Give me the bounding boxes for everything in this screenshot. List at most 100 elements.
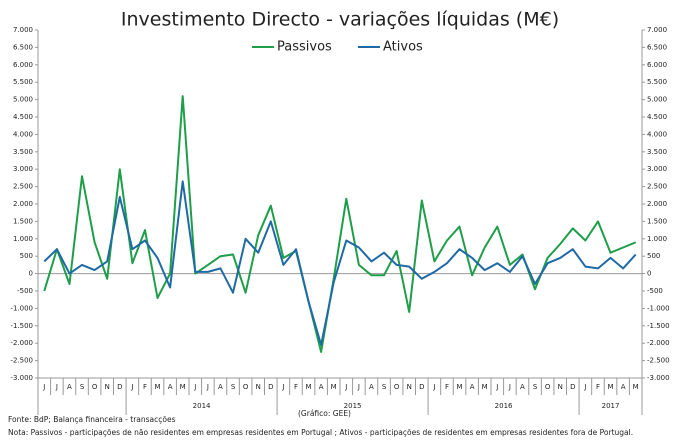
x-tick-label: O <box>243 383 249 391</box>
x-tick-label: S <box>231 383 236 391</box>
x-tick-label: S <box>382 383 387 391</box>
y2-tick-label: 0 <box>647 270 651 278</box>
x-tick-label: F <box>294 383 298 391</box>
x-tick-label: F <box>143 383 147 391</box>
y2-tick-label: 3.500 <box>647 148 667 156</box>
x-tick-label: A <box>67 383 72 391</box>
year-label: 2014 <box>193 402 211 410</box>
x-tick-label: A <box>520 383 525 391</box>
x-tick-label: D <box>570 383 575 391</box>
y-tick-label: -500 <box>17 287 33 295</box>
y2-tick-label: -1.500 <box>647 322 670 330</box>
x-tick-label: J <box>508 383 511 391</box>
x-tick-label: J <box>55 383 58 391</box>
x-tick-label: D <box>117 383 122 391</box>
y2-tick-label: 6.500 <box>647 43 667 51</box>
x-tick-label: D <box>268 383 273 391</box>
year-label: 2017 <box>602 402 620 410</box>
y2-tick-label: 4.000 <box>647 130 667 138</box>
x-tick-label: S <box>80 383 85 391</box>
year-label: 2015 <box>344 402 362 410</box>
y2-tick-label: -2.000 <box>647 339 670 347</box>
x-tick-label: D <box>419 383 424 391</box>
x-tick-label: N <box>558 383 563 391</box>
x-tick-label: M <box>633 383 639 391</box>
y2-tick-label: 500 <box>647 252 660 260</box>
x-tick-label: F <box>445 383 449 391</box>
year-label: 2016 <box>495 402 513 410</box>
y-tick-label: 5.500 <box>13 78 33 86</box>
legend-label: Passivos <box>277 40 332 55</box>
x-tick-label: J <box>432 383 435 391</box>
y2-tick-label: -1.000 <box>647 304 670 312</box>
x-tick-label: M <box>306 383 312 391</box>
x-tick-label: J <box>42 383 45 391</box>
y-tick-label: -2.000 <box>10 339 33 347</box>
x-tick-label: A <box>218 383 223 391</box>
x-tick-label: F <box>596 383 600 391</box>
y-tick-label: 3.500 <box>13 148 33 156</box>
y-tick-label: 3.000 <box>13 165 33 173</box>
x-tick-label: A <box>168 383 173 391</box>
y-tick-label: 6.500 <box>13 43 33 51</box>
x-tick-label: J <box>495 383 498 391</box>
y-tick-label: -1.500 <box>10 322 33 330</box>
y-tick-label: 0 <box>29 270 33 278</box>
x-tick-label: A <box>470 383 475 391</box>
y-tick-label: 6.000 <box>13 61 33 69</box>
y-tick-label: 500 <box>20 252 33 260</box>
y-tick-label: 1.000 <box>13 235 33 243</box>
x-tick-label: N <box>256 383 261 391</box>
y-tick-label: -3.000 <box>10 374 33 382</box>
y2-tick-label: 3.000 <box>647 165 667 173</box>
series-line <box>43 180 637 346</box>
y2-tick-label: 2.500 <box>647 183 667 191</box>
y2-tick-label: -3.000 <box>647 374 670 382</box>
x-tick-label: J <box>193 383 196 391</box>
x-tick-label: M <box>608 383 614 391</box>
y2-tick-label: 6.000 <box>647 61 667 69</box>
x-tick-label: S <box>533 383 538 391</box>
x-tick-label: J <box>130 383 133 391</box>
x-tick-label: A <box>621 383 626 391</box>
x-tick-label: O <box>545 383 551 391</box>
note: Nota: Passivos - participações de não re… <box>8 428 633 437</box>
y-tick-label: 5.000 <box>13 96 33 104</box>
x-tick-label: J <box>583 383 586 391</box>
x-tick-label: O <box>92 383 98 391</box>
y2-tick-label: 1.000 <box>647 235 667 243</box>
y-tick-label: 4.000 <box>13 130 33 138</box>
x-tick-label: A <box>369 383 374 391</box>
y2-tick-label: 2.000 <box>647 200 667 208</box>
y2-tick-label: -500 <box>647 287 663 295</box>
legend-label: Ativos <box>383 40 423 55</box>
y-tick-label: 1.500 <box>13 217 33 225</box>
y2-tick-label: 1.500 <box>647 217 667 225</box>
chart-title: Investimento Directo - variações líquida… <box>121 9 559 31</box>
series-line <box>43 95 637 353</box>
x-tick-label: J <box>281 383 284 391</box>
x-tick-label: O <box>394 383 400 391</box>
credit: (Gráfico: GEE) <box>298 409 351 418</box>
y2-tick-label: 4.500 <box>647 113 667 121</box>
y2-tick-label: 7.000 <box>647 26 667 34</box>
y-tick-label: 2.000 <box>13 200 33 208</box>
y-tick-label: -1.000 <box>10 304 33 312</box>
y-tick-label: 7.000 <box>13 26 33 34</box>
x-tick-label: M <box>155 383 161 391</box>
x-tick-label: A <box>319 383 324 391</box>
x-tick-label: M <box>482 383 488 391</box>
y2-tick-label: -2.500 <box>647 357 670 365</box>
x-tick-label: J <box>357 383 360 391</box>
y-tick-label: -2.500 <box>10 357 33 365</box>
x-tick-label: J <box>206 383 209 391</box>
x-tick-label: J <box>344 383 347 391</box>
x-tick-label: M <box>457 383 463 391</box>
x-tick-label: M <box>180 383 186 391</box>
x-tick-label: N <box>105 383 110 391</box>
y2-tick-label: 5.000 <box>647 96 667 104</box>
y2-tick-label: 5.500 <box>647 78 667 86</box>
x-tick-label: M <box>331 383 337 391</box>
y-tick-label: 2.500 <box>13 183 33 191</box>
